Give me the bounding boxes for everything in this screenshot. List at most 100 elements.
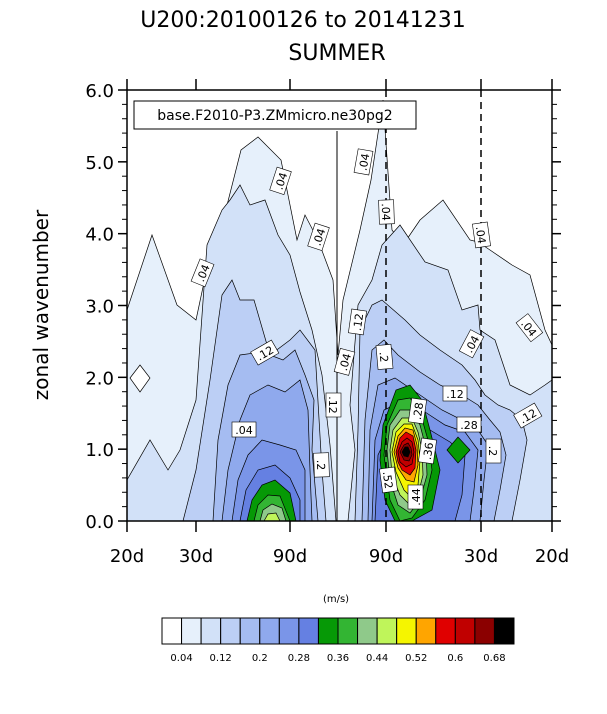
colorbar-swatch xyxy=(396,617,417,645)
contour-label-text: .04 xyxy=(473,226,488,245)
contour-label: .28 xyxy=(456,416,482,433)
colorbar-tick-label: 0.36 xyxy=(327,653,349,664)
colorbar-swatch xyxy=(220,617,241,645)
colorbar-swatch xyxy=(239,617,261,645)
contour-label-text: .12 xyxy=(351,313,366,332)
contour-label: .04 xyxy=(353,148,374,176)
contour-label-box xyxy=(307,222,330,251)
colorbar-tick-label: 0.28 xyxy=(288,653,310,664)
contour-label-text: .04 xyxy=(379,203,393,221)
contour-label-box xyxy=(458,329,485,359)
contour-label-box xyxy=(325,392,342,418)
x-tick-label: 20d xyxy=(535,546,569,567)
y-tick-label: 3.0 xyxy=(85,297,114,318)
contour-label-text: .12 xyxy=(326,396,339,414)
contour-label: .04 xyxy=(307,222,330,251)
colorbar-swatch xyxy=(376,617,398,645)
contour-label-box xyxy=(353,148,374,176)
colorbar-tick-label: 0.68 xyxy=(483,653,505,664)
contour-label: .04 xyxy=(472,221,491,249)
contour-label: .04 xyxy=(333,347,356,376)
case-label: base.F2010-P3.ZMmicro.ne30pg2 xyxy=(157,108,392,124)
contour-label-box xyxy=(269,166,292,195)
colorbar-swatch xyxy=(337,617,359,645)
contour-label-box xyxy=(348,308,367,336)
colorbar-swatch xyxy=(278,617,300,645)
contour-label-box xyxy=(379,466,398,494)
contour-label-text: .44 xyxy=(410,488,423,506)
colorbar-tick-label: 0.2 xyxy=(252,653,268,664)
fill-level-0.32-blob xyxy=(446,436,471,464)
contour-label-text: .04 xyxy=(357,152,373,171)
contour-label-box xyxy=(485,438,502,464)
contour-label-box xyxy=(313,452,330,478)
colorbar-swatch xyxy=(493,617,515,645)
contour-label: .04 xyxy=(190,258,215,288)
contour-label-text: .12 xyxy=(446,388,464,401)
colorbar-tick-label: 0.12 xyxy=(210,653,232,664)
contour-label-text: .04 xyxy=(194,263,213,284)
y-axis-label: zonal wavenumber xyxy=(29,209,53,400)
y-tick-label: 1.0 xyxy=(85,440,114,461)
y-tick-label: 4.0 xyxy=(85,225,114,246)
contour-label: .44 xyxy=(407,484,424,510)
contour-label: .12 xyxy=(348,308,367,336)
contour-label-box xyxy=(378,199,395,225)
contour-label-text: .04 xyxy=(337,352,354,372)
contour-label-text: .52 xyxy=(380,471,395,490)
contour-label-box xyxy=(456,416,482,433)
plot-area: base.F2010-P3.ZMmicro.ne30pg2 .04 .04 .04.… xyxy=(126,89,553,522)
contour-label-box xyxy=(333,347,356,376)
y-tick-label: 6.0 xyxy=(85,81,114,102)
contour-label-box xyxy=(442,385,468,402)
contour-label: .2 xyxy=(375,344,394,370)
contour-label-box xyxy=(375,344,394,370)
colorbar-swatch xyxy=(357,617,378,645)
colorbar-tick-label: 0.44 xyxy=(366,653,388,664)
contour-label-box xyxy=(472,221,491,249)
contour-label-box xyxy=(408,397,427,425)
colorbar-swatch xyxy=(200,617,222,645)
contour-label: .04 xyxy=(269,166,292,195)
contour-label-text: .04 xyxy=(311,227,329,248)
contour-label-box xyxy=(513,402,543,429)
contour-label-text: .2 xyxy=(377,351,391,363)
fill-level-0.04-notch xyxy=(129,364,151,393)
colorbar-swatch xyxy=(161,617,183,645)
contour-labels: .04.04.04.04.04.04.04.04.04.04.12.12.12.… xyxy=(190,148,544,510)
contour-label: .04 xyxy=(231,421,257,438)
chart-title: U200:20100126 to 20141231 xyxy=(140,8,466,33)
contour-label-text: .2 xyxy=(314,460,327,471)
contour-label-box xyxy=(407,484,424,510)
colorbar-swatch xyxy=(454,617,476,645)
case-label-box xyxy=(133,100,417,130)
contour-label: .36 xyxy=(418,437,437,465)
colorbar-tick-label: 0.52 xyxy=(405,653,427,664)
contour-label-text: .2 xyxy=(486,446,499,457)
x-tick-label: 90d xyxy=(369,546,403,567)
contour-label-text: .04 xyxy=(235,424,253,437)
contour-label: .2 xyxy=(485,438,502,464)
contour-label: .12 xyxy=(442,385,468,402)
colorbar-swatch xyxy=(317,617,339,645)
contour-label: .28 xyxy=(408,397,427,425)
colorbar-swatch xyxy=(259,617,280,645)
x-tick-label: 90d xyxy=(273,546,307,567)
colorbar-units: (m/s) xyxy=(323,594,349,605)
contour-label: .04 xyxy=(378,199,395,225)
contour-label-text: .28 xyxy=(460,419,478,432)
contour-label-box xyxy=(190,258,215,288)
contour-label-box xyxy=(515,313,544,343)
contour-label-text: .04 xyxy=(273,171,291,192)
colorbar-tick-label: 0.04 xyxy=(170,653,192,664)
y-tick-label: 0.0 xyxy=(85,512,114,533)
y-tick-label: 2.0 xyxy=(85,368,114,389)
axes: 0.0 1.0 2.0 3.0 4.0 5.0 6.0 20d 30d 90d 90d 30d 20d xyxy=(85,79,569,567)
fill-level-0.68 xyxy=(401,446,411,458)
colorbar-swatch xyxy=(415,617,437,645)
colorbar-swatch xyxy=(298,617,319,645)
x-tick-label: 30d xyxy=(464,546,498,567)
chart-subtitle: SUMMER xyxy=(288,41,385,66)
contour-label-box xyxy=(231,421,257,438)
